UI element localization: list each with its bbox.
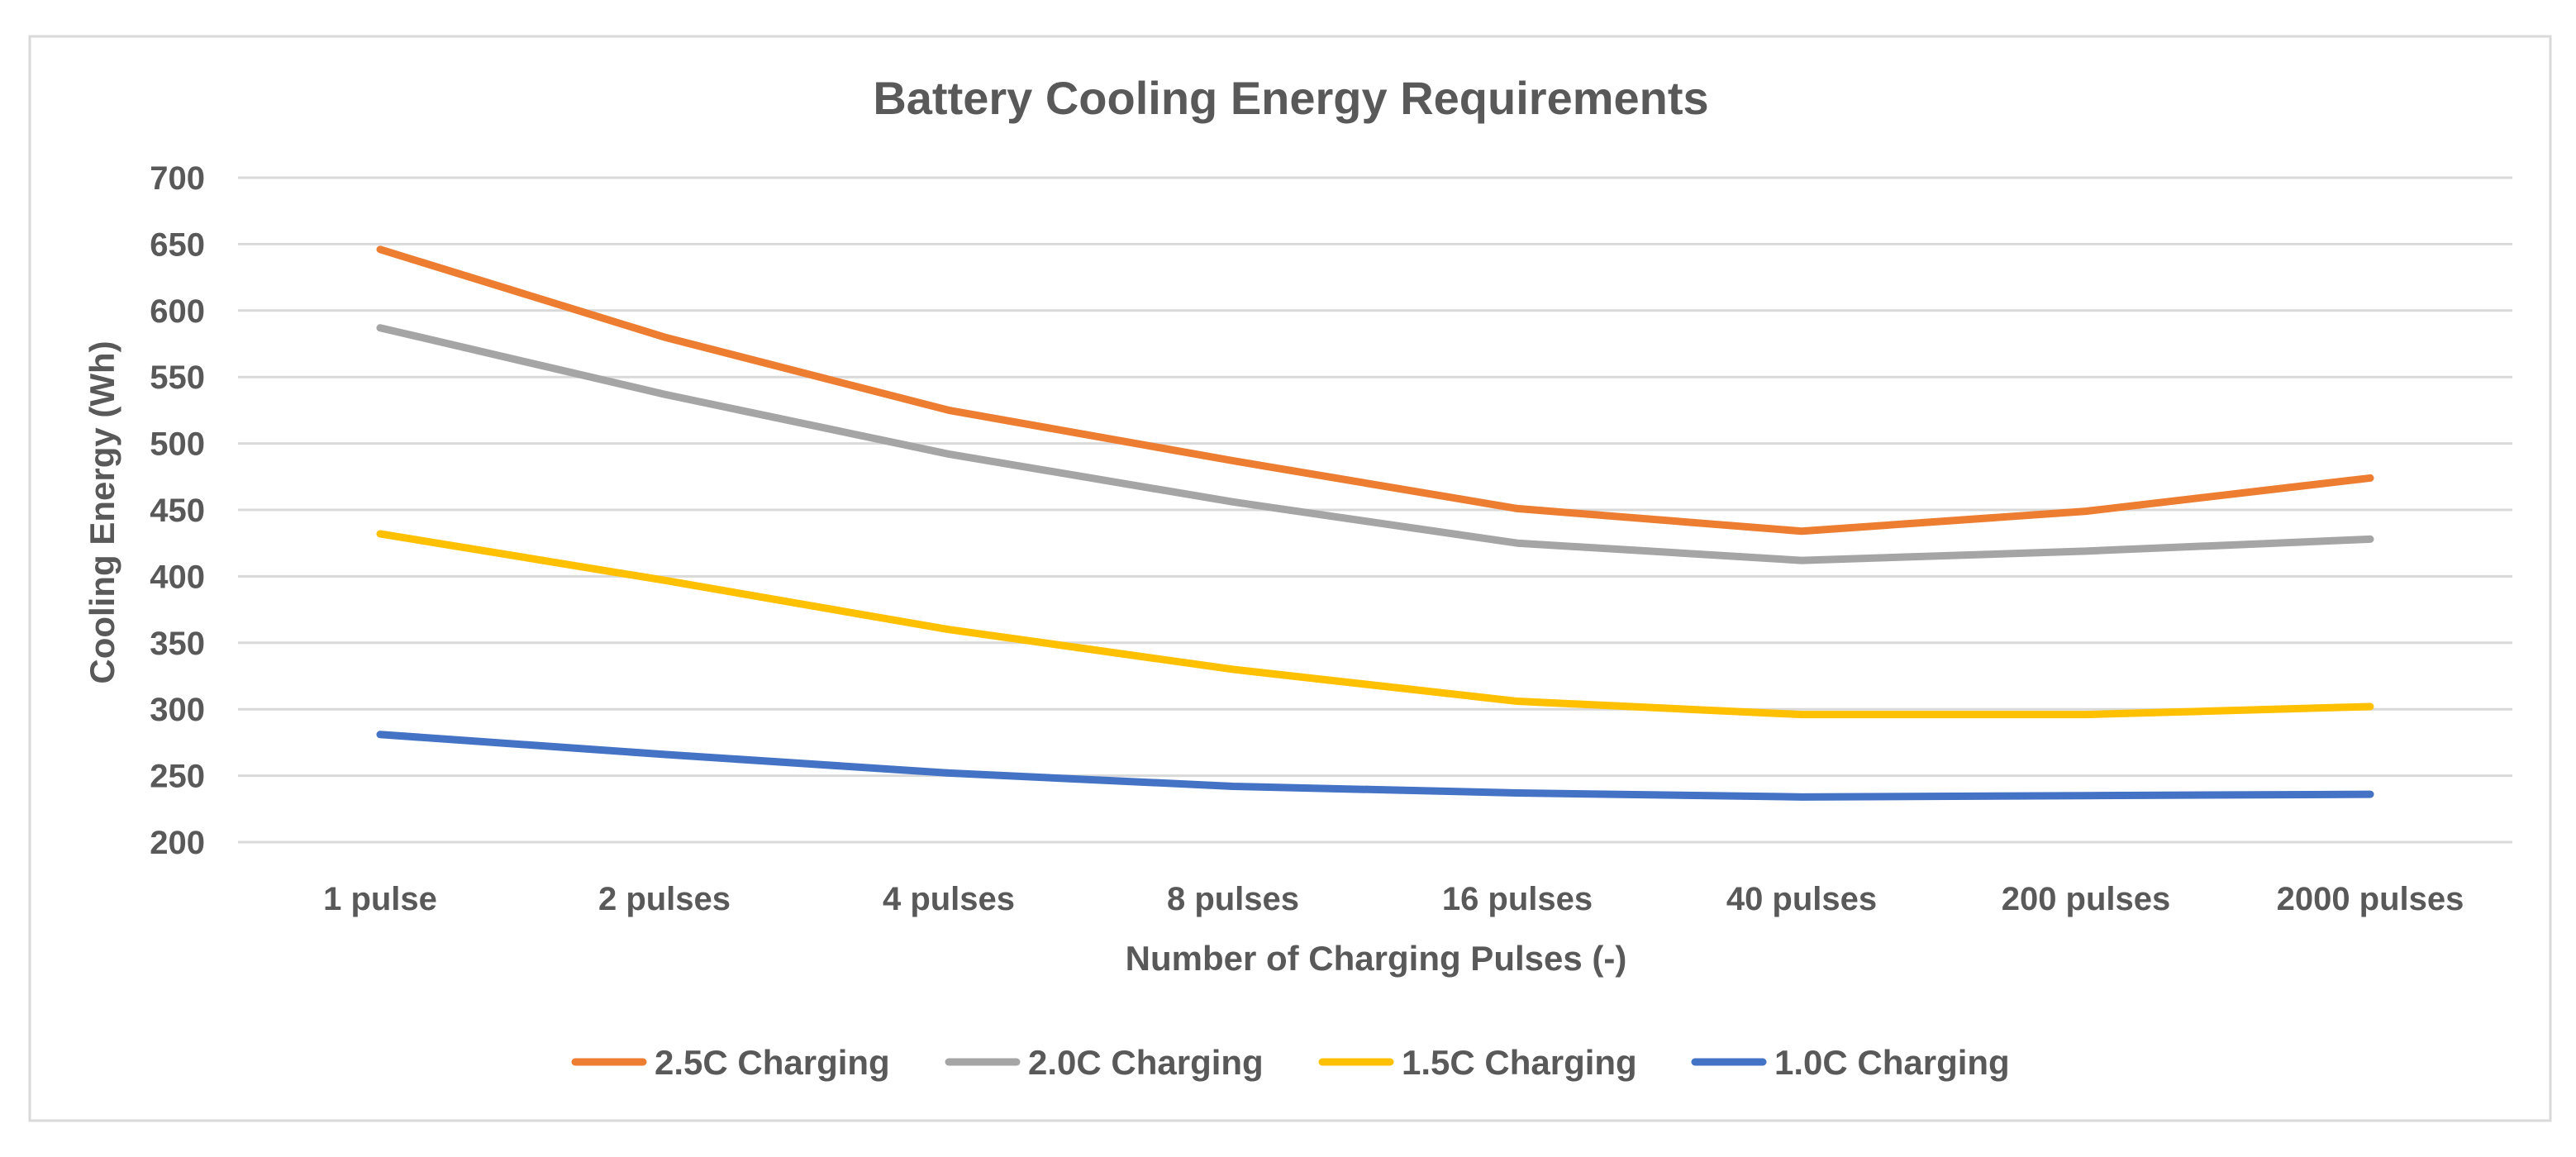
y-tick-label: 350 xyxy=(150,626,205,662)
y-axis-title: Cooling Energy (Wh) xyxy=(83,340,121,683)
chart-border xyxy=(28,35,2552,1122)
chart-title: Battery Cooling Energy Requirements xyxy=(873,72,1708,124)
series-line-2 xyxy=(376,530,2374,719)
x-tick-label: 16 pulses xyxy=(1442,881,1593,917)
x-axis-title: Number of Charging Pulses (-) xyxy=(1126,939,1627,978)
x-tick-label: 4 pulses xyxy=(883,881,1015,917)
x-tick-label: 2000 pulses xyxy=(2277,881,2464,917)
y-tick-label: 400 xyxy=(150,559,205,595)
series-line-3 xyxy=(376,731,2374,801)
x-tick-label: 2 pulses xyxy=(598,881,731,917)
y-tick-label: 600 xyxy=(150,293,205,330)
x-tick-label: 200 pulses xyxy=(2002,881,2171,917)
series-line-1 xyxy=(376,324,2374,564)
y-tick-label: 650 xyxy=(150,226,205,263)
gridlines xyxy=(238,176,2512,844)
y-axis-ticks: 200 250 300 350 400 450 500 550 600 650 700 xyxy=(150,160,205,861)
legend-label: 1.5C Charging xyxy=(1402,1043,1637,1082)
series-lines xyxy=(376,245,2374,801)
y-tick-label: 500 xyxy=(150,426,205,463)
legend-label: 2.0C Charging xyxy=(1028,1043,1264,1082)
y-tick-label: 550 xyxy=(150,359,205,396)
series-line-0 xyxy=(376,245,2374,536)
x-tick-label: 40 pulses xyxy=(1726,881,1877,917)
y-tick-label: 450 xyxy=(150,493,205,529)
legend-label: 2.5C Charging xyxy=(655,1043,890,1082)
y-tick-label: 300 xyxy=(150,692,205,728)
legend: 2.5C Charging 2.0C Charging 1.5C Charging 1… xyxy=(571,1043,2010,1082)
x-axis-ticks: 1 pulse 2 pulses 4 pulses 8 pulses 16 pulses… xyxy=(323,881,2464,917)
y-tick-label: 250 xyxy=(150,759,205,795)
x-tick-label: 1 pulse xyxy=(323,881,437,917)
legend-label: 1.0C Charging xyxy=(1774,1043,2010,1082)
x-tick-label: 8 pulses xyxy=(1167,881,1299,917)
y-tick-label: 700 xyxy=(150,160,205,197)
y-tick-label: 200 xyxy=(150,825,205,861)
